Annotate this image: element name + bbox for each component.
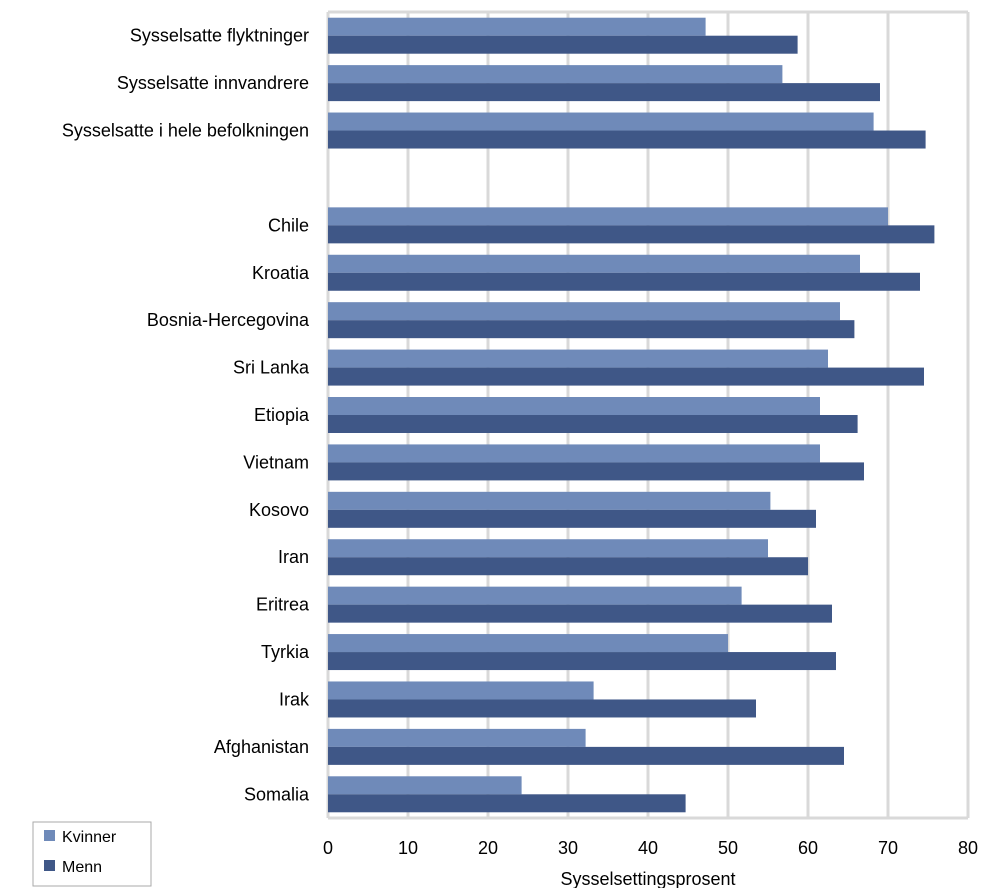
x-tick-labels: 0 10 20 30 40 50 60 70 80 [323, 838, 978, 858]
bar-menn-sri-lanka [328, 367, 924, 386]
x-tick-label-70: 70 [878, 838, 898, 858]
x-tick-label-30: 30 [558, 838, 578, 858]
category-label-bosnia-hercegovina: Bosnia-Hercegovina [147, 310, 310, 330]
bar-menn-chile [328, 225, 935, 244]
category-labels: Sysselsatte flyktninger Sysselsatte innva… [62, 26, 310, 805]
bar-menn-kosovo [328, 509, 816, 528]
category-label-irak: Irak [279, 689, 310, 709]
bar-kvinner-kosovo [328, 491, 771, 510]
x-tick-label-50: 50 [718, 838, 738, 858]
legend-swatch-menn [44, 860, 55, 871]
category-label-sri-lanka: Sri Lanka [233, 358, 310, 378]
category-label-tyrkia: Tyrkia [261, 642, 310, 662]
bar-kvinner-chile [328, 207, 888, 226]
category-label-vietnam: Vietnam [243, 452, 309, 472]
category-label-sysselsatte-innvandrere: Sysselsatte innvandrere [117, 73, 309, 93]
x-axis-title: Sysselsettingsprosent [560, 869, 735, 888]
legend-label-menn: Menn [62, 859, 102, 876]
bar-kvinner-sysselsatte-innvandrere [328, 65, 783, 84]
bar-kvinner-etiopia [328, 397, 820, 415]
bar-kvinner-bosnia-hercegovina [328, 302, 840, 321]
bar-kvinner-iran [328, 539, 768, 558]
x-tick-label-40: 40 [638, 838, 658, 858]
category-label-somalia: Somalia [244, 784, 310, 804]
x-tick-label-60: 60 [798, 838, 818, 858]
bar-menn-afghanistan [328, 746, 844, 765]
category-label-sysselsatte-i-hele-befolkningen: Sysselsatte i hele befolkningen [62, 121, 309, 141]
bar-kvinner-sysselsatte-flyktninger [328, 17, 706, 36]
bar-menn-iran [328, 557, 808, 576]
bar-kvinner-irak [328, 681, 594, 700]
bar-kvinner-kroatia [328, 254, 860, 273]
bar-menn-kroatia [328, 272, 920, 291]
legend-swatch-kvinner [44, 830, 55, 841]
bar-menn-tyrkia [328, 652, 836, 671]
bar-kvinner-somalia [328, 776, 522, 795]
bar-menn-etiopia [328, 415, 858, 433]
category-label-etiopia: Etiopia [254, 405, 310, 425]
category-label-afghanistan: Afghanistan [214, 737, 309, 757]
bar-menn-sysselsatte-i-hele-befolkningen [328, 130, 926, 149]
bar-kvinner-vietnam [328, 444, 820, 463]
category-label-eritrea: Eritrea [256, 595, 310, 615]
x-tick-label-0: 0 [323, 838, 333, 858]
bar-menn-irak [328, 699, 756, 718]
legend-label-kvinner: Kvinner [62, 829, 117, 846]
bar-menn-somalia [328, 794, 686, 813]
bar-menn-eritrea [328, 604, 832, 623]
bars [328, 17, 935, 813]
category-label-kroatia: Kroatia [252, 263, 310, 283]
bar-kvinner-afghanistan [328, 728, 586, 747]
legend: Kvinner Menn [32, 821, 152, 887]
x-tick-label-10: 10 [398, 838, 418, 858]
bar-menn-bosnia-hercegovina [328, 320, 855, 339]
bar-kvinner-eritrea [328, 586, 742, 605]
bar-kvinner-sysselsatte-i-hele-befolkningen [328, 112, 874, 131]
category-label-sysselsatte-flyktninger: Sysselsatte flyktninger [130, 26, 309, 46]
x-tick-label-80: 80 [958, 838, 978, 858]
bar-menn-sysselsatte-flyktninger [328, 35, 798, 54]
bar-kvinner-tyrkia [328, 634, 728, 653]
bar-menn-vietnam [328, 462, 864, 481]
bar-kvinner-sri-lanka [328, 349, 828, 368]
category-label-iran: Iran [278, 547, 309, 567]
x-tick-label-20: 20 [478, 838, 498, 858]
category-label-chile: Chile [268, 215, 309, 235]
category-label-kosovo: Kosovo [249, 500, 309, 520]
bar-menn-sysselsatte-innvandrere [328, 83, 880, 102]
